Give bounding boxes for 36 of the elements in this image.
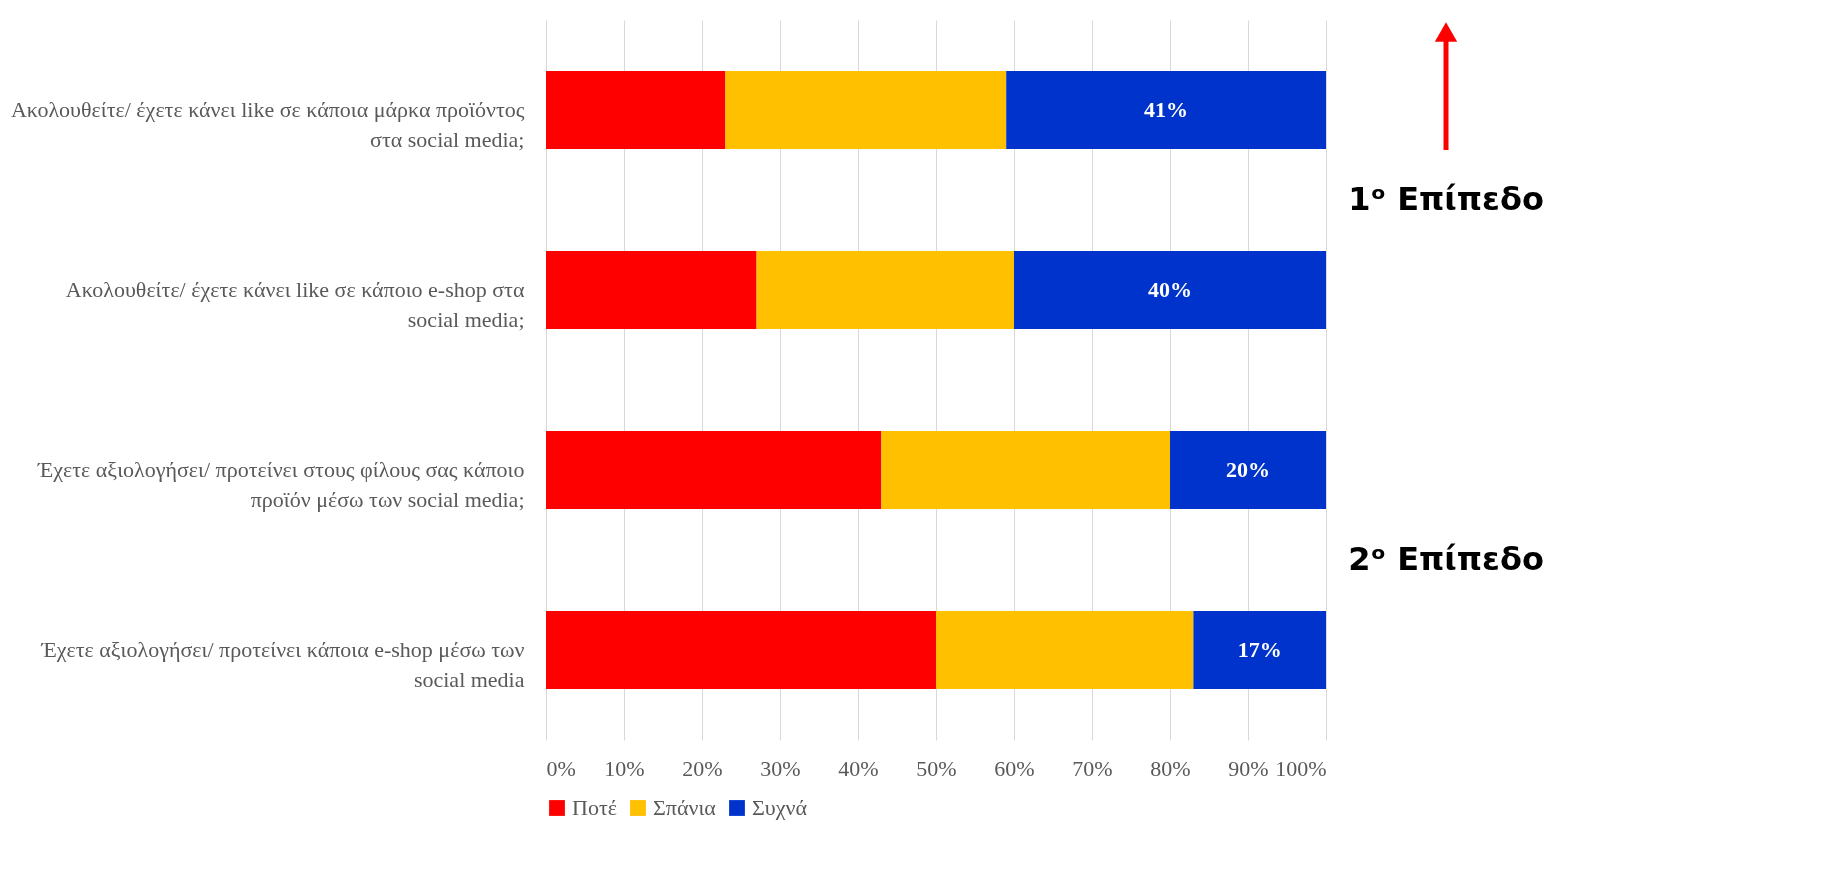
x-tick-label: 50% [916, 755, 957, 781]
bar [725, 71, 1007, 149]
x-tick-label: 20% [682, 755, 723, 781]
legend-label: Σπάνια [653, 795, 717, 820]
text: 2ᵒ Επίπεδο [1348, 540, 1544, 578]
x-tick-label: 30% [760, 755, 801, 781]
bar [881, 431, 1170, 509]
x-tick-label: 80% [1150, 755, 1191, 781]
bar [1170, 431, 1326, 509]
x-tick-label: 10% [604, 755, 645, 781]
legend-label: Συχνά [752, 795, 808, 820]
legend-label: Ποτέ [572, 795, 617, 820]
x-tick-label: 90% [1228, 755, 1269, 781]
bar [756, 251, 1014, 329]
bar [546, 611, 936, 689]
bar [546, 431, 882, 509]
y-tick-label: Έχετε αξιολογήσει/ προτείνει στους φίλους σας κάποιο προϊόν μέσω των social media; [36, 457, 525, 512]
y-tick-label: Ακολουθείτε/ έχετε κάνει like σε κάποια μάρκα προϊόντος στα social media; [10, 97, 525, 152]
text: 1ᵒ Επίπεδο [1348, 180, 1544, 218]
x-tick-label: 60% [994, 755, 1035, 781]
data-label: 17% [1237, 637, 1282, 662]
data-label: 40% [1148, 277, 1192, 302]
bar [546, 71, 726, 149]
bar [936, 611, 1194, 689]
x-tick-label: 70% [1072, 755, 1113, 781]
bar [1014, 251, 1326, 329]
bar [1193, 611, 1326, 689]
x-tick-label: 0% [546, 755, 576, 781]
data-label: 41% [1144, 97, 1189, 122]
data-label: 20% [1226, 457, 1270, 482]
bar [546, 251, 757, 329]
y-tick-label: Ακολουθείτε/ έχετε κάνει like σε κάποιο e-shop στα social media; [65, 277, 525, 332]
x-tick-label: 100% [1275, 755, 1327, 781]
x-tick-label: 40% [838, 755, 879, 781]
y-tick-label: Έχετε αξιολογήσει/ προτείνει κάποια e-shop μέσω των social media [40, 637, 525, 692]
bar [1006, 71, 1326, 149]
